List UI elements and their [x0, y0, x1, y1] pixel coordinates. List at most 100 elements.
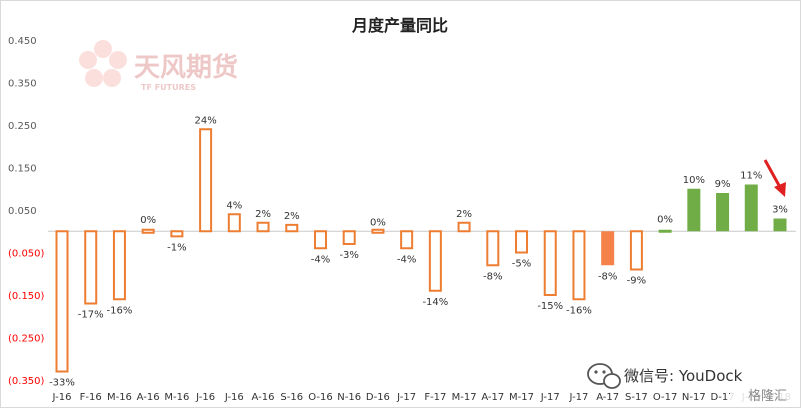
bar-7 [256, 221, 270, 233]
watermark: 微信号: YouDock 格隆汇 [587, 363, 798, 404]
data-label: -17% [78, 310, 104, 321]
x-tick-label: F-16 [80, 392, 102, 403]
x-tick-label: A-17 [596, 392, 619, 403]
bar-6 [227, 213, 241, 233]
bar-0 [55, 230, 69, 373]
bar-1 [84, 230, 98, 305]
bar-15 [486, 230, 500, 267]
x-tick-label: M-16 [107, 392, 132, 403]
data-label: -5% [512, 259, 531, 270]
data-label: 0% [370, 217, 386, 228]
x-tick-label: J-17 [540, 392, 560, 403]
x-tick-label: N-17 [682, 392, 706, 403]
data-label: -9% [627, 276, 646, 287]
x-tick-label: A-17 [481, 392, 504, 403]
annotation-arrow-icon [763, 159, 786, 197]
x-tick-label: F-17 [424, 392, 446, 403]
logo: 天风期货 TF FUTURES [79, 40, 238, 92]
bar-12 [400, 230, 414, 250]
data-label: 2% [456, 209, 472, 220]
y-tick-label: 0.350 [8, 79, 37, 90]
bar-19 [601, 231, 615, 266]
bar-11 [371, 228, 385, 234]
data-label: 11% [740, 171, 762, 182]
x-tick-label: A-16 [137, 392, 160, 403]
x-tick-label: S-16 [280, 392, 303, 403]
y-tick-label: 0.150 [8, 164, 37, 175]
bar-14 [457, 221, 471, 233]
y-tick-label: 0.450 [8, 36, 37, 47]
x-tick-label: N-16 [337, 392, 361, 403]
data-label: -4% [397, 254, 416, 265]
y-axis: 0.450 0.350 0.250 0.150 0.050 (0.050) (0.150) (… [8, 36, 796, 387]
x-tick-label: D-16 [366, 392, 390, 403]
data-label: 0% [657, 214, 673, 225]
x-tick-label: O-17 [653, 392, 677, 403]
data-label: 24% [194, 115, 216, 126]
data-labels: -33%-17% -16%0%-1%24%4%2% 2%-4% -3%0%-4%-14… [49, 115, 788, 388]
logo-name: 天风期货 [134, 52, 238, 83]
bar-13 [428, 230, 442, 292]
watermark-corner: 格隆汇 [748, 388, 787, 404]
x-axis: J-16 F-16 M-16 A-16 M-16 J-16 J-16 A-16 S-16 O-16… [52, 392, 792, 403]
data-label: -33% [49, 378, 75, 389]
x-tick-label: M-16 [164, 392, 189, 403]
data-label: -8% [483, 271, 502, 282]
bar-4 [170, 230, 184, 238]
x-tick-label: J-16 [224, 392, 244, 403]
data-label: -4% [311, 254, 330, 265]
x-tick-label: J-17 [568, 392, 588, 403]
y-tick-label: (0.250) [8, 334, 45, 345]
bar-9 [313, 230, 327, 250]
bar-18 [572, 230, 586, 301]
x-tick-label: A-16 [252, 392, 275, 403]
x-tick-label: J-17 [396, 392, 416, 403]
x-tick-label: J-16 [195, 392, 215, 403]
data-label: -3% [339, 250, 358, 261]
bar-3 [141, 228, 155, 234]
wechat-icon [587, 363, 621, 389]
bar-16 [515, 230, 529, 254]
bar-2 [112, 230, 126, 301]
watermark-text: 微信号: YouDock [624, 367, 743, 385]
bar-24 [744, 184, 758, 232]
y-tick-label: (0.050) [8, 249, 45, 260]
bar-20 [629, 230, 643, 271]
bar-17 [543, 230, 557, 296]
bar-22 [687, 188, 701, 232]
y-tick-label: 0.050 [8, 206, 37, 217]
x-tick-label: S-17 [625, 392, 648, 403]
bar-21 [658, 229, 672, 233]
bar-10 [342, 230, 356, 245]
data-label: -14% [422, 297, 448, 308]
data-label: 10% [683, 175, 705, 186]
x-tick-label: J-16 [52, 392, 72, 403]
bars [55, 128, 787, 373]
data-label: -15% [537, 301, 563, 312]
bar-8 [285, 223, 299, 233]
data-label: 0% [140, 215, 156, 226]
data-label: 4% [226, 200, 242, 211]
x-tick-label: M-17 [509, 392, 534, 403]
y-tick-label: (0.350) [8, 376, 45, 387]
bar-5 [199, 128, 213, 233]
data-label: -1% [167, 242, 186, 253]
logo-sub: TF FUTURES [141, 83, 196, 92]
bar-25 [773, 218, 787, 232]
data-label: -16% [566, 305, 592, 316]
x-tick-label: D-17 [711, 392, 735, 403]
y-tick-label: (0.150) [8, 291, 45, 302]
chart-title: 月度产量同比 [351, 16, 448, 35]
x-tick-label: O-16 [308, 392, 332, 403]
data-label: 9% [715, 179, 731, 190]
data-label: -8% [598, 271, 617, 282]
x-tick-label: M-17 [452, 392, 477, 403]
data-label: 2% [284, 211, 300, 222]
flower-logo-icon [79, 40, 127, 87]
data-label: 3% [772, 205, 788, 216]
bar-23 [716, 193, 730, 232]
data-label: -16% [107, 305, 133, 316]
data-label: 2% [255, 209, 271, 220]
y-tick-label: 0.250 [8, 121, 37, 132]
